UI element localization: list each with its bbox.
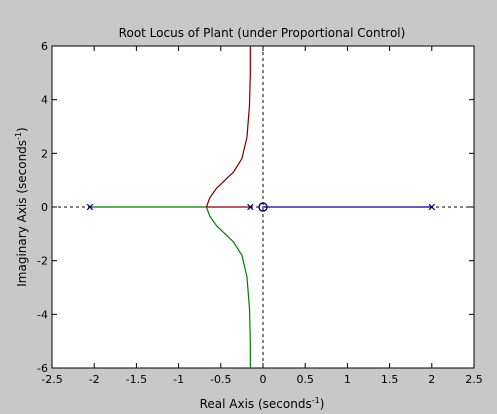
x-axis-label-main: Real Axis (seconds [200,397,312,411]
x-axis-label: Real Axis (seconds-1) [200,396,325,411]
y-axis-label-close: ) [15,127,29,132]
locus-branch-3 [205,46,251,208]
y-tick-label: -6 [37,362,48,375]
x-tick-label: -1.5 [126,373,147,386]
y-axis-label: Imaginary Axis (seconds-1) [14,127,29,286]
y-tick-label: 0 [41,201,48,214]
axis-ticks [51,45,475,369]
x-tick-label: 1.5 [381,373,399,386]
y-tick-label: -4 [37,308,48,321]
x-tick-label: -0.5 [210,373,231,386]
x-tick-label: 0.5 [296,373,314,386]
tick-labels: -2.5 -2 -1.5 -1 -0.5 0 0.5 1 1.5 2 2.5 -6 -4 -2 0 2 4 6 [37,40,483,386]
locus-branches [89,46,432,368]
y-axis-label-superscript: -1 [14,132,23,140]
y-tick-label: 4 [41,94,48,107]
x-tick-label: -1 [173,373,184,386]
locus-branch-4 [205,206,251,368]
x-tick-label: 1 [344,373,351,386]
chart-title: Root Locus of Plant (under Proportional … [119,26,406,40]
x-tick-label: -2 [89,373,100,386]
x-tick-label: 0 [260,373,267,386]
pole-marker-1 [86,203,94,211]
x-tick-label: 2.5 [465,373,483,386]
y-tick-label: -2 [37,255,48,268]
pole-marker-3 [428,203,436,211]
zero-marker-1 [258,202,268,212]
x-axis-label-superscript: -1 [312,396,320,405]
pole-zero-markers [86,202,436,212]
y-axis-label-main: Imaginary Axis (seconds [15,140,29,287]
y-tick-label: 2 [41,147,48,160]
y-tick-label: 6 [41,40,48,53]
x-tick-label: -2.5 [41,373,62,386]
x-axis-label-close: ) [320,397,325,411]
x-tick-label: 2 [428,373,435,386]
pole-marker-2 [247,203,254,211]
